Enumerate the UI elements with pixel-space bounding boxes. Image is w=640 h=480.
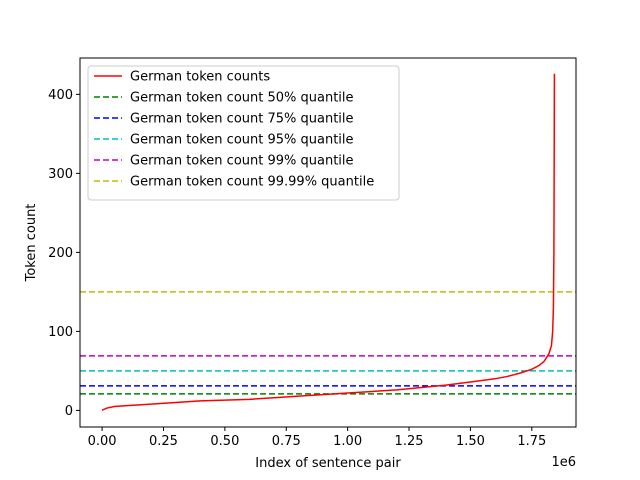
legend-entry-label: German token count 75% quantile bbox=[130, 112, 354, 127]
x-axis-offset-label: 1e6 bbox=[551, 455, 576, 470]
y-tick-label: 0 bbox=[65, 404, 73, 419]
x-tick-label: 0.25 bbox=[149, 434, 178, 449]
y-axis-label: Token count bbox=[24, 204, 39, 283]
x-tick-label: 1.00 bbox=[333, 434, 362, 449]
series-line-0 bbox=[101, 73, 556, 412]
axes-frame bbox=[79, 57, 577, 428]
y-tick-label: 400 bbox=[48, 88, 73, 103]
y-tick-label: 200 bbox=[48, 246, 73, 261]
plot-area bbox=[80, 73, 576, 412]
y-tick-label: 300 bbox=[48, 167, 73, 182]
legend-entry-label: German token count 99% quantile bbox=[130, 154, 354, 169]
x-tick-label: 0.00 bbox=[88, 434, 117, 449]
x-axis: 0.00 0.25 0.50 0.75 1.00 1.25 1.50 1.75 bbox=[88, 427, 546, 449]
x-tick-label: 0.50 bbox=[210, 434, 239, 449]
x-tick-label: 1.25 bbox=[395, 434, 424, 449]
x-tick-label: 1.50 bbox=[456, 434, 485, 449]
legend-entry-label: German token counts bbox=[130, 70, 270, 85]
legend: German token counts German token count 50… bbox=[87, 65, 400, 201]
legend-entry-label: German token count 50% quantile bbox=[130, 91, 354, 106]
legend-box bbox=[87, 65, 400, 201]
x-tick-label: 0.75 bbox=[272, 434, 301, 449]
x-axis-label: Index of sentence pair bbox=[255, 456, 401, 471]
y-tick-label: 100 bbox=[48, 325, 73, 340]
legend-entry-label: German token count 95% quantile bbox=[130, 133, 354, 148]
y-axis: 0 100 200 300 400 bbox=[48, 88, 80, 419]
legend-entry-label: German token count 99.99% quantile bbox=[130, 175, 374, 190]
x-tick-label: 1.75 bbox=[517, 434, 546, 449]
